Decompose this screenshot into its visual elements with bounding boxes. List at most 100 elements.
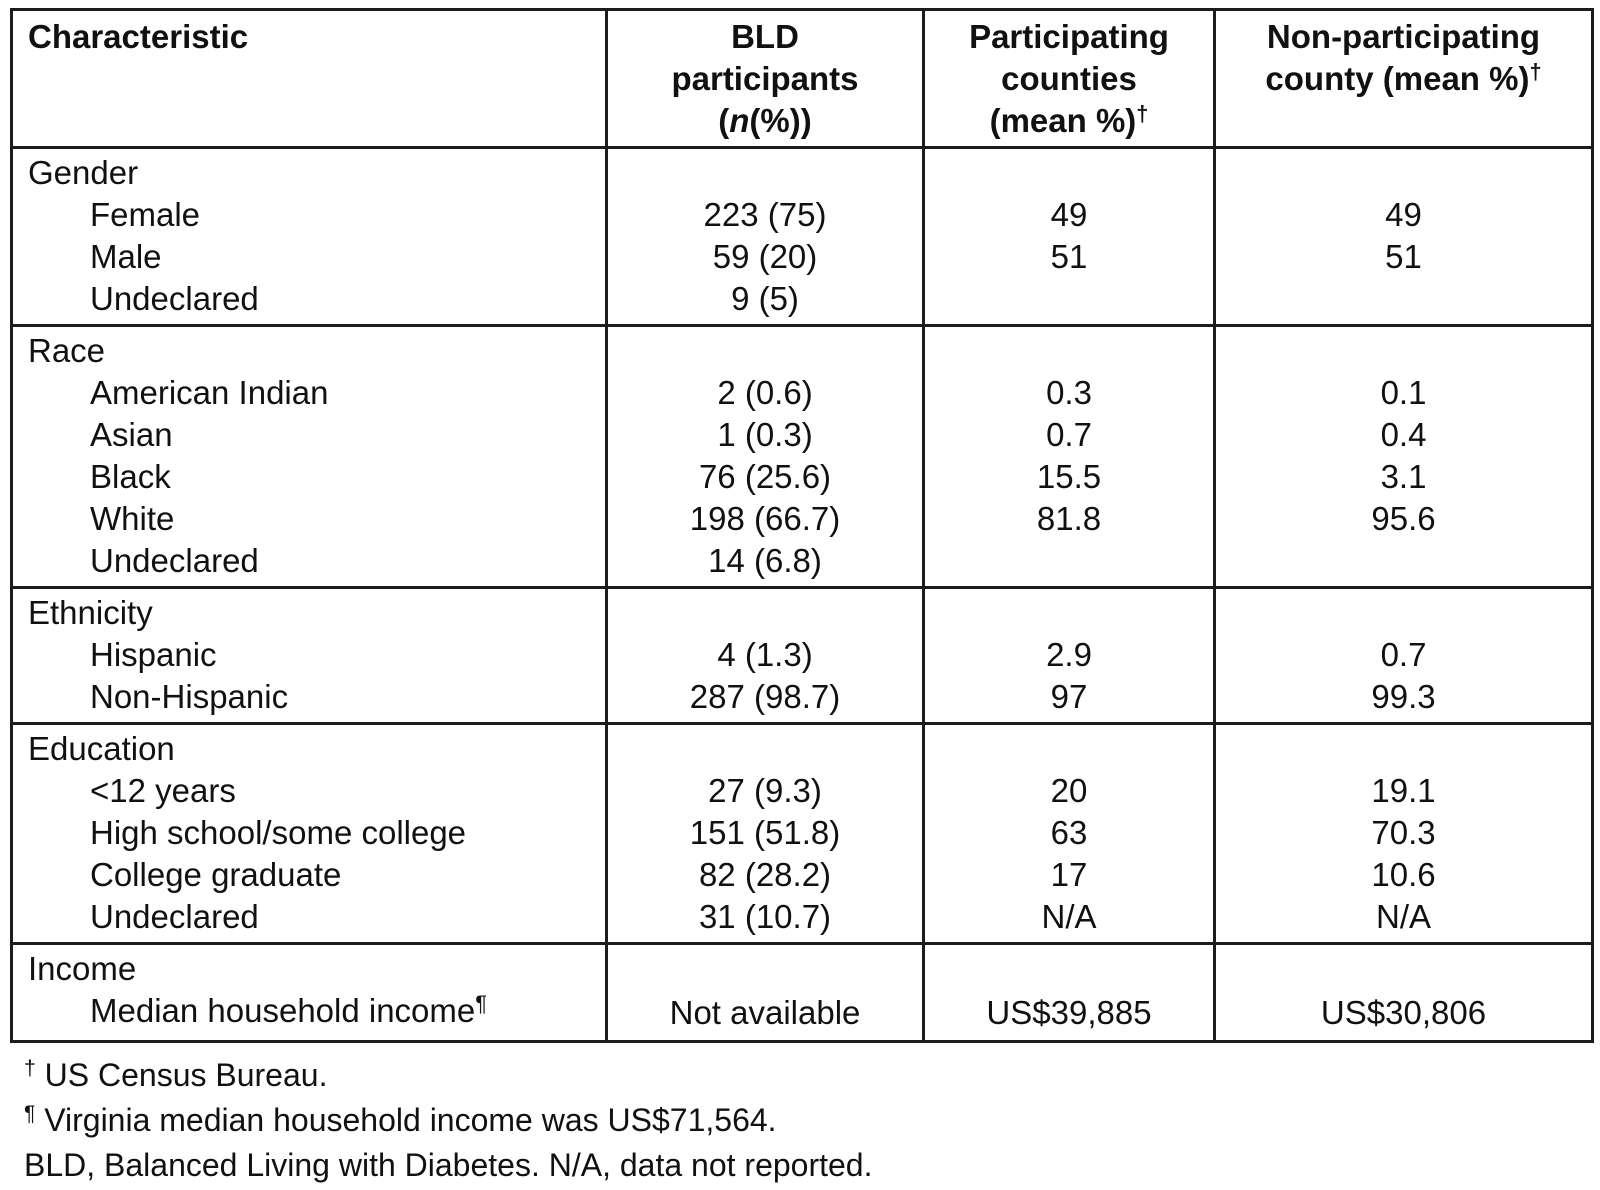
cell-bld: 198 (66.7) <box>605 498 924 540</box>
cell-bld: 2 (0.6) <box>605 372 924 414</box>
cell-participating <box>922 540 1215 588</box>
row-label: Black <box>90 458 171 495</box>
row-label: Hispanic <box>90 636 217 673</box>
dagger-footnote-marker: † <box>24 1057 36 1081</box>
section-label: Gender <box>11 146 607 194</box>
dagger-footnote-marker: † <box>1529 59 1542 85</box>
cell-non-participating: 95.6 <box>1213 498 1593 540</box>
table-row: Male 59 (20) 51 51 <box>12 236 1593 278</box>
table-row: High school/some college 151 (51.8) 63 7… <box>12 812 1593 854</box>
section-income: Income Not available US$39,885 US$30,806… <box>11 942 1593 1042</box>
section-label-row: Ethnicity <box>11 586 1593 634</box>
row-label: Undeclared <box>90 280 259 317</box>
section-label-row: Education <box>11 722 1593 770</box>
header-line: Participating <box>969 18 1169 55</box>
cell-participating: 81.8 <box>922 498 1215 540</box>
table-row: Median household income¶ <box>12 990 1593 1042</box>
cell-participating: 15.5 <box>922 456 1215 498</box>
row-label: White <box>90 500 175 537</box>
cell-participating: 20 <box>922 770 1215 812</box>
cell-bld: Not available <box>605 942 924 1042</box>
cell-participating: 97 <box>922 676 1215 724</box>
cell-non-participating: 19.1 <box>1213 770 1593 812</box>
header-row: Characteristic BLD participants (n(%)) P… <box>11 9 1593 149</box>
section-label-row: Gender <box>11 146 1593 194</box>
header-line: (n(%)) <box>718 102 812 139</box>
section-education: Education <12 years 27 (9.3) 20 19.1 Hig… <box>11 722 1593 944</box>
row-label: Undeclared <box>90 542 259 579</box>
section-label: Education <box>11 722 607 770</box>
section-gender: Gender Female 223 (75) 49 49 Male 59 (20… <box>11 146 1593 326</box>
pilcrow-footnote-marker: ¶ <box>24 1102 36 1126</box>
table-row: College graduate 82 (28.2) 17 10.6 <box>12 854 1593 896</box>
table-row: Undeclared 14 (6.8) <box>12 540 1593 588</box>
cell-bld: 151 (51.8) <box>605 812 924 854</box>
cell-non-participating: 0.1 <box>1213 372 1593 414</box>
table-row: Female 223 (75) 49 49 <box>12 194 1593 236</box>
cell-participating: 0.7 <box>922 414 1215 456</box>
row-label: Non-Hispanic <box>90 678 289 715</box>
section-label-row: Income Not available US$39,885 US$30,806 <box>11 942 1593 1042</box>
table-row: White 198 (66.7) 81.8 95.6 <box>12 498 1593 540</box>
table-row: Hispanic 4 (1.3) 2.9 0.7 <box>12 634 1593 676</box>
table-row: Asian 1 (0.3) 0.7 0.4 <box>12 414 1593 456</box>
header-line: Non-participating <box>1266 18 1541 55</box>
cell-non-participating <box>1213 278 1593 326</box>
col-header-bld-participants: BLD participants (n(%)) <box>605 9 924 149</box>
cell-bld: 9 (5) <box>605 278 924 326</box>
cell-non-participating: 0.4 <box>1213 414 1593 456</box>
section-label-row: Race <box>11 324 1593 372</box>
cell-participating: 51 <box>922 236 1215 278</box>
row-label: Female <box>90 196 201 233</box>
col-header-non-participating-county: Non-participating county (mean %)† <box>1213 9 1593 149</box>
table-row: <12 years 27 (9.3) 20 19.1 <box>12 770 1593 812</box>
italic-n: n <box>729 102 750 139</box>
section-race: Race American Indian 2 (0.6) 0.3 0.1 Asi… <box>11 324 1593 588</box>
cell-participating: 63 <box>922 812 1215 854</box>
section-ethnicity: Ethnicity Hispanic 4 (1.3) 2.9 0.7 Non-H… <box>11 586 1593 724</box>
table-row: American Indian 2 (0.6) 0.3 0.1 <box>12 372 1593 414</box>
section-label: Race <box>11 324 607 372</box>
header-line: county (mean %)† <box>1265 59 1542 97</box>
header-line: counties <box>1001 60 1137 97</box>
cell-bld: 76 (25.6) <box>605 456 924 498</box>
cell-non-participating <box>1213 540 1593 588</box>
cell-participating: US$39,885 <box>922 942 1215 1042</box>
header-line: (mean %)† <box>989 101 1149 139</box>
table-row: Non-Hispanic 287 (98.7) 97 99.3 <box>12 676 1593 724</box>
row-label: <12 years <box>90 772 236 809</box>
cell-bld: 287 (98.7) <box>605 676 924 724</box>
cell-bld: 223 (75) <box>605 194 924 236</box>
row-label: Undeclared <box>90 898 259 935</box>
dagger-footnote-marker: † <box>1136 101 1149 127</box>
cell-non-participating: 70.3 <box>1213 812 1593 854</box>
cell-non-participating: 51 <box>1213 236 1593 278</box>
cell-bld: 59 (20) <box>605 236 924 278</box>
footnotes: † US Census Bureau. ¶ Virginia median ho… <box>24 1055 1600 1190</box>
section-label: Income <box>11 942 607 990</box>
cell-bld: 31 (10.7) <box>605 896 924 944</box>
col-header-characteristic: Characteristic <box>11 9 607 149</box>
cell-participating: 0.3 <box>922 372 1215 414</box>
cell-non-participating: 99.3 <box>1213 676 1593 724</box>
table-row: Black 76 (25.6) 15.5 3.1 <box>12 456 1593 498</box>
row-label: American Indian <box>90 374 329 411</box>
row-label: High school/some college <box>90 814 467 851</box>
cell-non-participating: 10.6 <box>1213 854 1593 896</box>
cell-non-participating: 3.1 <box>1213 456 1593 498</box>
cell-bld: 82 (28.2) <box>605 854 924 896</box>
row-label: Male <box>90 238 162 275</box>
cell-non-participating: US$30,806 <box>1213 942 1593 1042</box>
cell-bld: 27 (9.3) <box>605 770 924 812</box>
footnote-virginia-income: ¶ Virginia median household income was U… <box>24 1102 777 1138</box>
section-label: Ethnicity <box>11 586 607 634</box>
col-header-participating-counties: Participating counties (mean %)† <box>922 9 1215 149</box>
row-label: Asian <box>90 416 173 453</box>
cell-participating: N/A <box>922 896 1215 944</box>
cell-bld: 14 (6.8) <box>605 540 924 588</box>
cell-bld: 1 (0.3) <box>605 414 924 456</box>
pilcrow-footnote-marker: ¶ <box>475 991 487 1017</box>
demographics-table: Characteristic BLD participants (n(%)) P… <box>10 8 1594 1043</box>
footnote-census: † US Census Bureau. <box>24 1057 328 1093</box>
